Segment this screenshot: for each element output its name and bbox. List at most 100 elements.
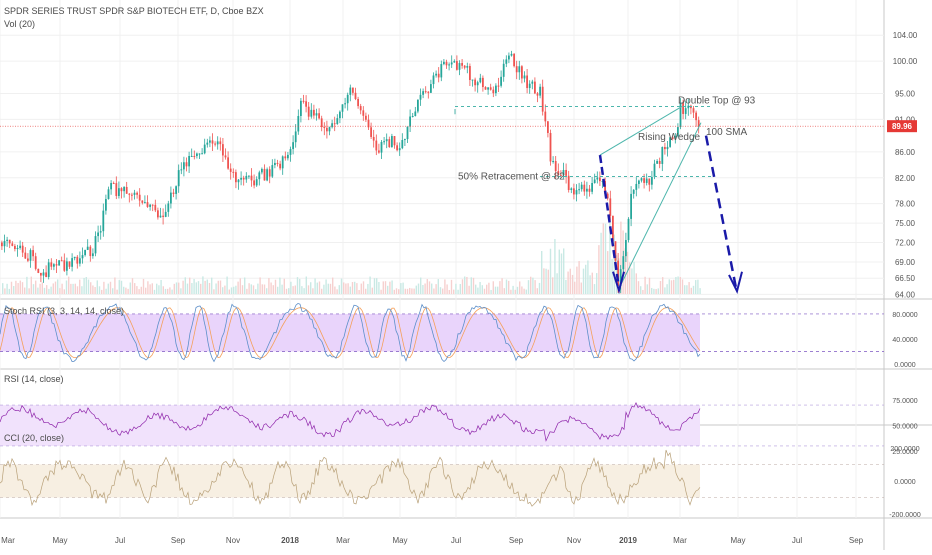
volume-bar xyxy=(442,288,444,294)
candle-body xyxy=(505,59,508,64)
volume-bar xyxy=(499,281,501,294)
candle-body xyxy=(307,106,310,117)
x-tick-label: 2019 xyxy=(619,536,637,545)
candle-body xyxy=(658,160,661,164)
candle-body xyxy=(76,256,79,264)
volume-bar xyxy=(640,286,642,294)
cci-tick-label: 0.0000 xyxy=(894,479,916,486)
candle-body xyxy=(214,143,216,145)
volume-bar xyxy=(288,288,290,294)
volume-bar xyxy=(329,283,332,294)
volume-bar xyxy=(19,280,21,294)
volume-bar xyxy=(63,289,65,294)
candle-body xyxy=(518,66,521,73)
volume-bar xyxy=(642,289,644,294)
candle-body xyxy=(203,144,206,154)
volume-bar xyxy=(191,283,193,294)
candle-body xyxy=(63,260,66,271)
volume-bar xyxy=(545,268,547,294)
candle-body xyxy=(159,215,162,218)
candle-body xyxy=(138,194,141,201)
volume-bar xyxy=(466,276,468,294)
candle-body xyxy=(240,177,242,180)
volume-bar xyxy=(178,282,180,294)
volume-bar xyxy=(24,287,26,294)
candle-body xyxy=(105,199,107,211)
candle-body xyxy=(188,155,190,167)
candle-body xyxy=(258,172,261,180)
volume-bar xyxy=(171,289,173,294)
x-tick-label: Jul xyxy=(451,536,461,545)
candle-body xyxy=(222,144,224,156)
candle-body xyxy=(435,73,437,76)
volume-bar xyxy=(274,279,277,294)
candle-body xyxy=(86,246,89,250)
volume-bar xyxy=(681,279,684,294)
candle-body xyxy=(456,61,458,70)
volume-bar xyxy=(389,281,391,294)
last-price-tag xyxy=(887,120,917,133)
candle-body xyxy=(627,218,630,241)
volume-bar xyxy=(505,279,508,294)
volume-bar xyxy=(695,280,697,294)
candle-body xyxy=(539,86,541,96)
price-tick-label: 95.00 xyxy=(895,90,916,99)
volume-bar xyxy=(147,281,149,294)
volume-bar xyxy=(336,289,338,294)
volume-bar xyxy=(362,281,365,294)
volume-bar xyxy=(239,278,241,294)
volume-label: Vol (20) xyxy=(4,19,36,29)
volume-bar xyxy=(332,277,334,294)
volume-bar xyxy=(208,282,211,294)
volume-bar xyxy=(318,281,321,294)
candle-body xyxy=(352,87,354,93)
candle-body xyxy=(479,77,482,83)
volume-bar xyxy=(72,283,74,294)
candle-body xyxy=(268,169,271,177)
volume-bar xyxy=(118,280,120,294)
volume-bar xyxy=(679,276,681,294)
candle-body xyxy=(372,136,375,141)
volume-bar xyxy=(222,287,224,294)
candle-body xyxy=(604,181,606,194)
candle-body xyxy=(180,169,183,171)
volume-bar xyxy=(534,280,536,294)
candle-body xyxy=(313,109,315,116)
volume-bar xyxy=(241,285,244,294)
candle-body xyxy=(583,184,586,192)
volume-bar xyxy=(527,280,530,294)
candle-body xyxy=(622,256,625,270)
volume-bar xyxy=(109,281,112,294)
volume-bar xyxy=(406,288,409,294)
rsi-band xyxy=(0,405,700,446)
stoch-tick-label: 40.0000 xyxy=(892,337,917,344)
volume-bar xyxy=(347,283,349,294)
candle-body xyxy=(92,253,94,257)
volume-bar xyxy=(46,285,48,294)
candle-body xyxy=(24,252,27,259)
candle-body xyxy=(697,120,700,128)
candle-body xyxy=(666,146,669,150)
rsi-label: RSI (14, close) xyxy=(4,374,64,384)
volume-bar xyxy=(6,283,8,294)
volume-bar xyxy=(186,283,189,294)
volume-bar xyxy=(629,262,631,294)
volume-bar xyxy=(673,279,675,294)
candle-body xyxy=(359,106,362,111)
volume-bar xyxy=(182,280,184,294)
candle-body xyxy=(430,84,432,93)
price-tick-label: 66.50 xyxy=(895,274,916,283)
candle-body xyxy=(242,177,245,180)
x-tick-label: Mar xyxy=(336,536,350,545)
volume-bar xyxy=(120,280,123,294)
volume-bar xyxy=(41,282,43,294)
volume-bar xyxy=(316,282,318,294)
volume-bar xyxy=(248,283,250,294)
volume-bar xyxy=(369,276,371,294)
candle-body xyxy=(14,245,16,250)
candle-body xyxy=(414,111,417,117)
volume-bar xyxy=(411,288,413,294)
candle-body xyxy=(526,75,528,89)
volume-bar xyxy=(206,279,208,294)
volume-bar xyxy=(387,285,389,294)
